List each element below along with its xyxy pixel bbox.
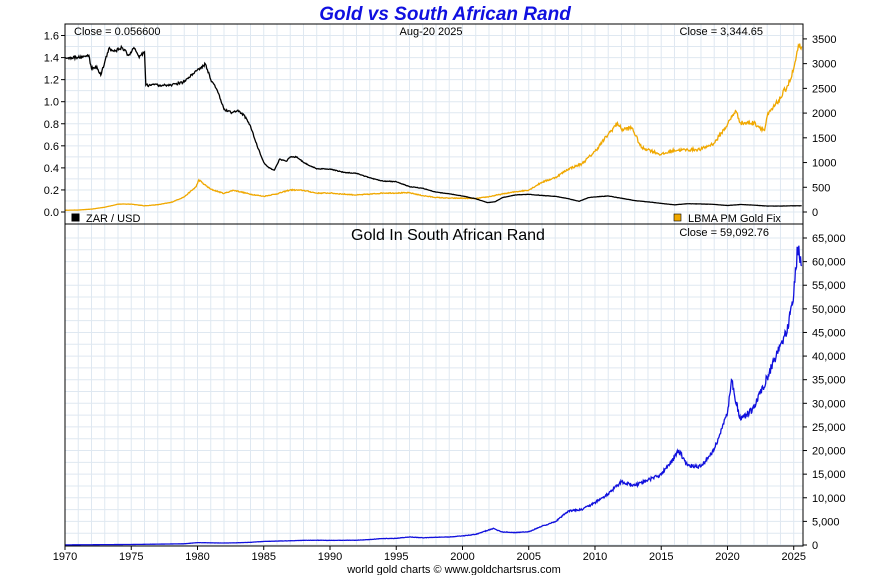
tick-label: 0.0: [44, 207, 59, 219]
legend-label-gold: LBMA PM Gold Fix: [688, 213, 781, 225]
top-close-left-label: Close = 0.056600: [74, 26, 161, 38]
footer-credit: world gold charts © www.goldchartsrus.co…: [346, 564, 561, 575]
tick-label: 2015: [649, 551, 673, 563]
bottom-panel-grid: [64, 224, 803, 546]
tick-label: 2020: [715, 551, 739, 563]
series-line-gold-in-rand: [65, 245, 803, 546]
tick-label: 1990: [318, 551, 342, 563]
tick-label: 50,000: [812, 304, 846, 316]
bottom-close-label: Close = 59,092.76: [679, 227, 769, 239]
series-line-gold: [64, 43, 803, 211]
tick-label: 1500: [812, 133, 836, 145]
chart-title: Gold vs South African Rand: [319, 4, 571, 25]
tick-label: 30,000: [812, 398, 846, 410]
top-panel-grid: [64, 24, 803, 224]
x-axis: 1970 1975 1980 1985 1990 1995 2000 2005 2010 2015…: [53, 546, 806, 563]
tick-label: 0.6: [44, 141, 59, 153]
series-line-zar-usd: [64, 44, 802, 207]
tick-label: 0.8: [44, 119, 59, 131]
bottom-panel-title: Gold In South African Rand: [351, 227, 545, 244]
date-label: Aug-20 2025: [400, 26, 463, 38]
tick-label: 0.2: [44, 185, 59, 197]
tick-label: 1000: [812, 158, 836, 170]
bottom-right-axis: 0 5,000 10,000 15,000 20,000 25,000 30,000 35,0…: [803, 233, 846, 552]
legend-label-zar: ZAR / USD: [86, 213, 140, 225]
tick-label: 1970: [53, 551, 77, 563]
tick-label: 10,000: [812, 493, 846, 505]
tick-label: 3500: [812, 34, 836, 46]
tick-label: 15,000: [812, 469, 846, 481]
top-close-right-label: Close = 3,344.65: [680, 26, 763, 38]
tick-label: 1980: [185, 551, 209, 563]
legend-swatch-gold: [673, 213, 682, 222]
top-left-axis: 0.0 0.2 0.4 0.6 0.8 1.0 1.2 1.4 1.6: [44, 31, 65, 219]
tick-label: 20,000: [812, 446, 846, 458]
tick-label: 1985: [252, 551, 276, 563]
bottom-panel-frame: [64, 223, 804, 547]
legend-swatch-zar: [71, 213, 80, 222]
tick-label: 45,000: [812, 327, 846, 339]
top-right-axis: 0 500 1000 1500 2000 2500 3000 3500: [803, 34, 836, 219]
tick-label: 2000: [450, 551, 474, 563]
tick-label: 5,000: [812, 516, 840, 528]
top-panel-series: [64, 43, 803, 211]
tick-label: 60,000: [812, 257, 846, 269]
tick-label: 35,000: [812, 375, 846, 387]
tick-label: 65,000: [812, 233, 846, 245]
tick-label: 40,000: [812, 351, 846, 363]
tick-label: 2500: [812, 83, 836, 95]
tick-label: 2005: [516, 551, 540, 563]
tick-label: 500: [812, 182, 830, 194]
tick-label: 1.4: [44, 53, 59, 65]
tick-label: 0: [812, 207, 818, 219]
tick-label: 2025: [781, 551, 805, 563]
tick-label: 55,000: [812, 280, 846, 292]
tick-label: 1975: [119, 551, 143, 563]
tick-label: 1.2: [44, 75, 59, 87]
tick-label: 0.4: [44, 163, 59, 175]
tick-label: 1995: [384, 551, 408, 563]
bottom-panel-series: [65, 245, 803, 546]
tick-label: 1.6: [44, 31, 59, 43]
tick-label: 1.0: [44, 97, 59, 109]
tick-label: 25,000: [812, 422, 846, 434]
tick-label: 3000: [812, 59, 836, 71]
tick-label: 2010: [583, 551, 607, 563]
tick-label: 2000: [812, 108, 836, 120]
tick-label: 0: [812, 540, 818, 552]
